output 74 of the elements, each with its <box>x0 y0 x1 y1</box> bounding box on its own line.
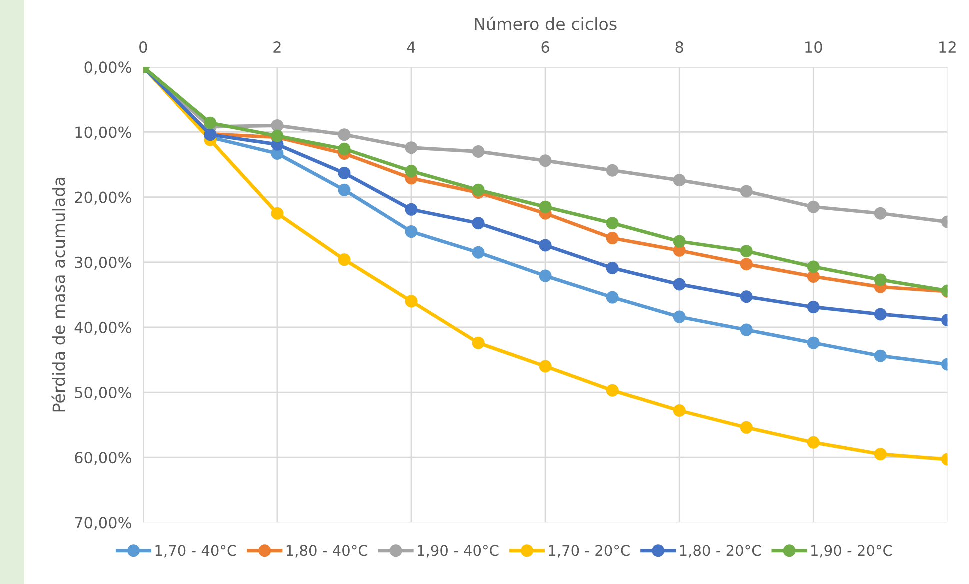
point <box>405 226 418 238</box>
point <box>807 436 820 449</box>
point <box>606 262 619 274</box>
point <box>807 336 820 350</box>
y-tick-label: 70,00% <box>75 517 132 530</box>
legend-label: 1,90 - 40°C <box>418 545 499 558</box>
legend-label: 1,90 - 20°C <box>812 545 892 558</box>
point <box>338 184 351 196</box>
point <box>606 291 619 304</box>
point <box>807 200 820 214</box>
point <box>807 260 820 274</box>
point <box>673 235 686 248</box>
x-tick-label: 8 <box>676 42 684 54</box>
point <box>472 184 485 196</box>
x-tick-label: 0 <box>140 42 148 54</box>
legend-label: 1,80 - 20°C <box>680 545 762 558</box>
point <box>606 164 619 177</box>
point <box>405 295 418 308</box>
point <box>606 217 619 230</box>
point <box>338 142 351 156</box>
point <box>807 301 820 314</box>
y-axis-title: Pérdida de masa acumulada <box>52 178 66 412</box>
point <box>673 174 686 187</box>
y-tick-label: 50,00% <box>75 386 132 400</box>
point <box>472 336 485 350</box>
point <box>539 239 552 252</box>
point <box>405 165 418 178</box>
y-tick-label: 0,00% <box>84 62 132 75</box>
point <box>740 258 753 271</box>
point <box>472 246 485 259</box>
y-tick-label: 40,00% <box>74 322 132 336</box>
point <box>673 278 686 291</box>
point <box>271 207 284 220</box>
legend-label: 1,80 - 40°C <box>286 545 368 558</box>
point <box>740 290 753 304</box>
point <box>740 324 753 336</box>
point <box>740 245 753 258</box>
x-tick-label: 6 <box>542 42 550 54</box>
point <box>405 142 418 154</box>
legend-label: 1,70 - 20°C <box>549 545 630 558</box>
y-tick-label: 60,00% <box>75 452 132 466</box>
x-tick-label: 4 <box>407 42 416 53</box>
point <box>539 360 552 373</box>
point <box>673 310 686 324</box>
point <box>874 350 887 362</box>
point <box>874 274 887 286</box>
x-tick-label: 12 <box>940 42 956 53</box>
point <box>740 421 753 434</box>
y-tick-label: 30,00% <box>75 256 132 270</box>
y-tick-label: 10,00% <box>76 126 132 140</box>
point <box>204 116 217 130</box>
point <box>874 207 887 220</box>
point <box>539 154 552 168</box>
x-tick-label: 10 <box>806 42 822 54</box>
point <box>740 185 753 198</box>
x-axis-title: Número de ciclos <box>475 16 617 30</box>
point <box>405 203 418 216</box>
point <box>338 254 351 266</box>
point <box>673 404 686 418</box>
point <box>338 166 351 180</box>
point <box>874 448 887 461</box>
point <box>539 270 552 282</box>
x-tick-label: 2 <box>274 42 281 53</box>
y-tick-label: 20,00% <box>75 192 132 205</box>
point <box>338 128 351 142</box>
legend-label: 1,70 - 40°C <box>156 545 236 558</box>
point <box>874 308 887 321</box>
point <box>606 384 619 397</box>
point <box>472 146 485 158</box>
point <box>807 270 820 283</box>
point <box>271 119 284 132</box>
point <box>539 200 552 214</box>
point <box>472 217 485 230</box>
point <box>606 232 619 245</box>
